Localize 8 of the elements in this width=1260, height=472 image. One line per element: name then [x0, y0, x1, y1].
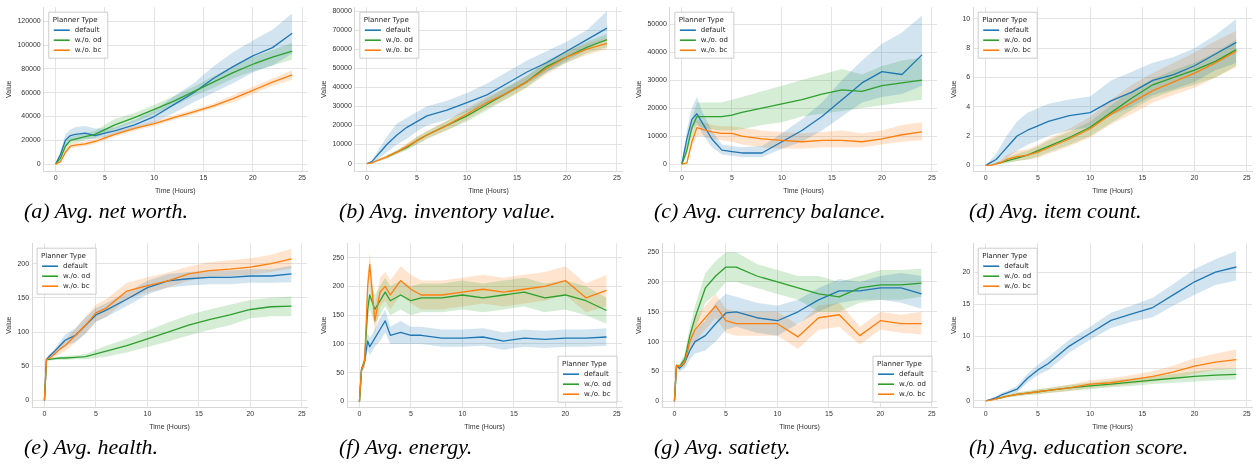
text: (h) Avg. education score. [968, 433, 1190, 461]
text: (a) Avg. net worth. [23, 197, 189, 225]
text: (b) Avg. inventory value. [338, 197, 557, 225]
text: (c) Avg. currency balance. [653, 197, 887, 225]
text: (d) Avg. item count. [968, 197, 1143, 225]
text: (f) Avg. energy. [338, 433, 474, 461]
text: (g) Avg. satiety. [653, 433, 792, 461]
text: (e) Avg. health. [23, 433, 159, 461]
